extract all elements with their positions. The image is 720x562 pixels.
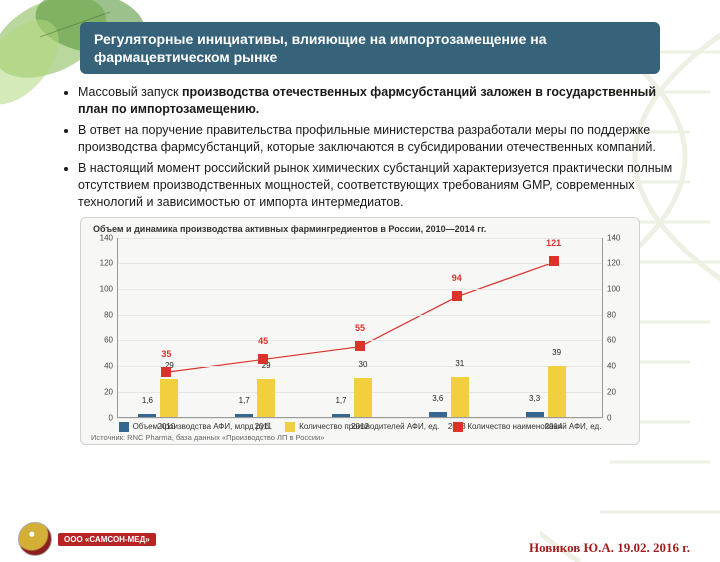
slide-title: Регуляторные инициативы, влияющие на имп…	[80, 22, 660, 74]
legend-item-producers: Количество производителей АФИ, ед.	[285, 422, 439, 432]
chart-plot-area: 20101,6293520111,7294520121,7305520133,6…	[117, 238, 603, 418]
legend-swatch	[285, 422, 295, 432]
bar-volume	[138, 414, 156, 416]
legend-label: Количество производителей АФИ, ед.	[299, 422, 439, 431]
bar-volume	[526, 412, 544, 416]
marker-names	[258, 354, 268, 364]
bar-producers	[257, 379, 275, 416]
legend-label: Количество наименований АФИ, ед.	[467, 422, 601, 431]
bar-volume	[429, 412, 447, 417]
legend-swatch	[119, 422, 129, 432]
bullet-item: В ответ на поручение правительства профи…	[78, 122, 680, 156]
footer-logo: ООО «САМСОН-МЕД»	[18, 522, 156, 556]
bullet-text-plain: Массовый запуск	[78, 85, 182, 99]
chart-legend: Объем производства АФИ, млрд руб. Количе…	[81, 422, 639, 432]
bullet-item: Массовый запуск производства отечественн…	[78, 84, 680, 118]
marker-names	[549, 256, 559, 266]
bar-volume	[332, 414, 350, 416]
bullet-list: Массовый запуск производства отечественн…	[60, 84, 680, 210]
legend-swatch	[453, 422, 463, 432]
legend-label: Объем производства АФИ, млрд руб.	[133, 422, 272, 431]
marker-names	[161, 367, 171, 377]
logo-text: ООО «САМСОН-МЕД»	[58, 533, 156, 546]
bullet-item: В настоящий момент российский рынок хими…	[78, 160, 680, 211]
bar-producers	[354, 378, 372, 417]
marker-names	[355, 341, 365, 351]
legend-item-names: Количество наименований АФИ, ед.	[453, 422, 601, 432]
y-axis-left: 020406080100120140	[89, 238, 117, 418]
legend-item-volume: Объем производства АФИ, млрд руб.	[119, 422, 272, 432]
chart-source: Источник: RNC Pharma, база данных «Произ…	[91, 433, 324, 442]
y-axis-right: 020406080100120140	[603, 238, 631, 418]
bar-producers	[548, 366, 566, 416]
bar-volume	[235, 414, 253, 416]
bar-producers	[160, 379, 178, 416]
chart-title: Объем и динамика производства активных ф…	[89, 222, 631, 238]
logo-emblem-icon	[18, 522, 52, 556]
bar-producers	[451, 377, 469, 417]
chart-card: Объем и динамика производства активных ф…	[80, 217, 640, 445]
footer-credit: Новиков Ю.А. 19.02. 2016 г.	[529, 540, 690, 556]
marker-names	[452, 291, 462, 301]
